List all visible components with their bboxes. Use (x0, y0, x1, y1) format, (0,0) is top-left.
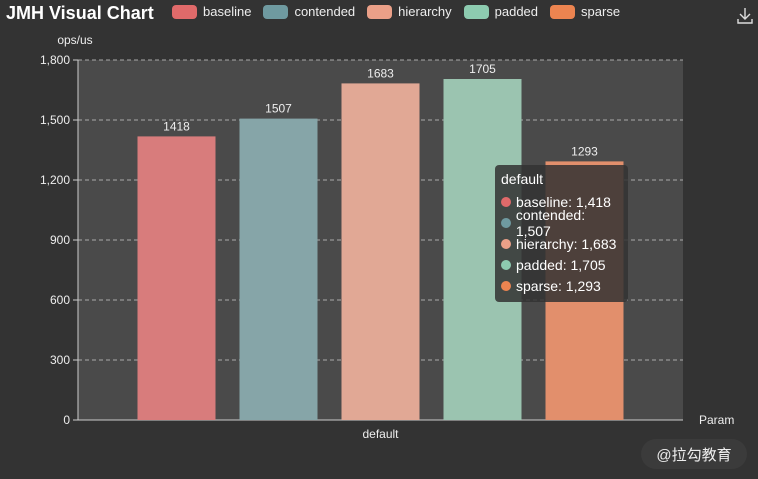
legend-item-contended[interactable]: contended (263, 4, 355, 19)
tooltip-title: default (501, 171, 544, 187)
legend-label: contended (294, 4, 356, 19)
download-icon[interactable] (736, 7, 754, 25)
tooltip-row: contended: 1,507 (501, 207, 622, 239)
legend: baseline contended hierarchy padded spar… (172, 4, 620, 19)
tooltip-row: baseline: 1,418 (501, 191, 622, 212)
tooltip-row: hierarchy: 1,683 (501, 233, 622, 254)
legend-label: baseline (203, 4, 252, 19)
tooltip-text: sparse: 1,293 (516, 277, 601, 294)
legend-label: hierarchy (398, 4, 452, 19)
data-label: 1507 (265, 102, 292, 116)
legend-swatch (172, 4, 197, 19)
data-label: 1683 (367, 66, 394, 80)
x-axis-title: Param (699, 413, 734, 427)
tooltip-text: padded: 1,705 (516, 256, 606, 273)
y-axis-title: ops/us (57, 33, 92, 47)
legend-swatch (367, 4, 393, 19)
tooltip-text: baseline: 1,418 (516, 193, 611, 210)
legend-label: sparse (581, 4, 621, 19)
dot-icon (501, 280, 511, 291)
dot-icon (501, 238, 511, 249)
tooltip: default baseline: 1,418 contended: 1,507… (495, 165, 628, 302)
y-tick-label: 1,500 (40, 113, 70, 127)
bar-baseline (137, 136, 216, 420)
y-tick-label: 1,200 (40, 173, 70, 187)
bar-contended (239, 118, 318, 420)
watermark: @拉勾教育 (641, 439, 747, 469)
dot-icon (501, 259, 511, 270)
dot-icon (501, 217, 511, 228)
tooltip-row: padded: 1,705 (501, 254, 622, 275)
chart-title: JMH Visual Chart (6, 3, 154, 23)
legend-item-padded[interactable]: padded (463, 4, 539, 19)
tooltip-text: contended: 1,507 (515, 206, 586, 239)
legend-item-baseline[interactable]: baseline (172, 4, 251, 19)
bar-hierarchy (341, 83, 420, 421)
data-label: 1418 (163, 119, 190, 133)
legend-swatch (263, 4, 289, 19)
tooltip-text: hierarchy: 1,683 (516, 235, 617, 252)
y-tick-label: 600 (50, 293, 70, 307)
legend-swatch (463, 4, 489, 19)
tooltip-row: sparse: 1,293 (501, 275, 622, 296)
legend-item-hierarchy[interactable]: hierarchy (367, 4, 452, 19)
legend-label: padded (494, 4, 539, 19)
y-tick-label: 0 (63, 413, 70, 427)
data-label: 1705 (469, 62, 496, 76)
y-tick-label: 1,800 (40, 53, 70, 67)
legend-item-sparse[interactable]: sparse (550, 4, 620, 19)
y-tick-label: 900 (50, 233, 70, 247)
dot-icon (501, 196, 511, 207)
data-label: 1293 (571, 144, 598, 158)
y-tick-label: 300 (50, 353, 70, 367)
x-tick-label: default (362, 427, 399, 441)
legend-swatch (550, 4, 576, 19)
